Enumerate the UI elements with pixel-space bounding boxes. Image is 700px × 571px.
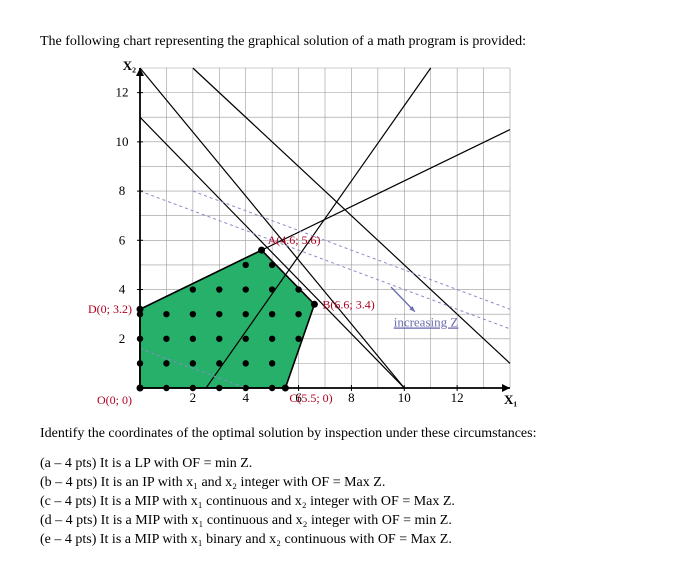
svg-text:2: 2	[190, 390, 197, 405]
svg-text:12: 12	[451, 390, 464, 405]
svg-text:2: 2	[119, 331, 126, 346]
chart-container: 2244668810101212X₁X₂O(0; 0)D(0; 3.2)A(4.…	[80, 58, 660, 418]
svg-text:D(0; 3.2): D(0; 3.2)	[88, 302, 132, 316]
svg-text:A(4.6; 5.6): A(4.6; 5.6)	[268, 233, 321, 247]
svg-text:B(6.6; 3.4): B(6.6; 3.4)	[322, 297, 374, 311]
question-b: (b – 4 pts) It is an IP with x₁ and x₂ i…	[40, 475, 660, 491]
question-a: (a – 4 pts) It is a LP with OF = min Z.	[40, 456, 660, 472]
svg-text:10: 10	[116, 134, 129, 149]
svg-text:O(0; 0): O(0; 0)	[97, 393, 132, 407]
svg-text:X₁: X₁	[504, 392, 517, 407]
svg-text:X₂: X₂	[123, 58, 136, 73]
page-heading: The following chart representing the gra…	[40, 34, 660, 50]
svg-text:4: 4	[119, 282, 126, 297]
svg-text:4: 4	[242, 390, 249, 405]
question-intro: Identify the coordinates of the optimal …	[40, 426, 660, 442]
svg-text:6: 6	[119, 232, 126, 247]
question-e: (e – 4 pts) It is a MIP with x₁ binary a…	[40, 532, 660, 548]
svg-text:12: 12	[116, 85, 129, 100]
svg-text:increasing Z: increasing Z	[394, 314, 459, 329]
svg-text:8: 8	[348, 390, 355, 405]
lp-chart: 2244668810101212X₁X₂O(0; 0)D(0; 3.2)A(4.…	[80, 58, 520, 418]
svg-text:C(5.5; 0): C(5.5; 0)	[289, 391, 332, 405]
svg-text:8: 8	[119, 183, 126, 198]
question-c: (c – 4 pts) It is a MIP with x₁ continuo…	[40, 494, 660, 510]
question-list: (a – 4 pts) It is a LP with OF = min Z. …	[40, 456, 660, 548]
question-d: (d – 4 pts) It is a MIP with x₁ continuo…	[40, 513, 660, 529]
svg-text:10: 10	[398, 390, 411, 405]
